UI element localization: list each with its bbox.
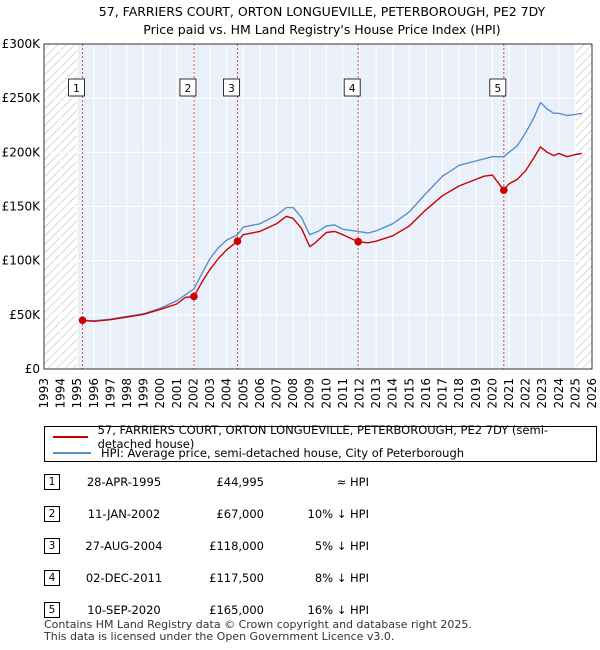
sale-hpi-comparison: 10% ↓ HPI (307, 507, 369, 521)
x-tick-label: 2025 (568, 378, 582, 409)
x-tick-label: 2009 (303, 378, 317, 409)
sale-label-number: 3 (228, 83, 235, 95)
x-tick-label: 2023 (535, 378, 549, 409)
y-tick-label: £250K (2, 91, 42, 105)
sale-date: 27-AUG-2004 (85, 539, 163, 553)
x-tick-label: 2019 (469, 378, 483, 409)
sale-hpi-comparison: 16% ↓ HPI (307, 603, 369, 617)
table-row: 5 10-SEP-2020 £165,000 16% ↓ HPI (44, 602, 384, 620)
plot-frame (43, 43, 593, 370)
x-tick-label: 2021 (502, 378, 516, 409)
x-tick-label: 2001 (170, 378, 184, 409)
x-tick-label: 2018 (452, 378, 466, 409)
sale-price: £67,000 (216, 507, 264, 521)
legend-item-hpi: HPI: Average price, semi-detached house,… (53, 445, 464, 461)
footer-licence: This data is licensed under the Open Gov… (44, 630, 395, 643)
x-tick-label: 2013 (369, 378, 383, 409)
table-row: 3 27-AUG-2004 £118,000 5% ↓ HPI (44, 538, 384, 556)
sale-label-box (179, 78, 197, 97)
x-tick-label: 2000 (153, 378, 167, 409)
sale-point (190, 292, 198, 301)
sale-price: £117,500 (209, 571, 264, 585)
x-tick-label: 1995 (70, 378, 84, 409)
x-tick-label: 2003 (203, 378, 217, 409)
sale-number: 2 (44, 506, 60, 522)
sale-label-number: 4 (349, 83, 356, 95)
sale-label-box (489, 78, 507, 97)
sale-point (78, 316, 87, 325)
footer: Contains HM Land Registry data © Crown c… (44, 619, 472, 643)
table-row: 4 02-DEC-2011 £117,500 8% ↓ HPI (44, 570, 384, 588)
legend-swatch-property (53, 436, 88, 438)
x-tick-label: 1997 (103, 378, 117, 409)
x-tick-label: 2005 (236, 378, 250, 409)
sale-date: 02-DEC-2011 (85, 571, 163, 585)
x-tick-label: 2006 (253, 378, 267, 409)
x-tick-label: 2026 (585, 378, 599, 409)
x-tick-label: 1998 (120, 378, 134, 409)
sale-label-box (343, 78, 361, 97)
sale-point (354, 237, 362, 246)
x-tick-label: 2016 (419, 378, 433, 409)
legend-label-hpi: HPI: Average price, semi-detached house,… (101, 446, 465, 460)
sale-number: 5 (44, 602, 60, 618)
sale-label-box (68, 78, 85, 97)
x-tick-label: 2012 (353, 378, 367, 409)
x-tick-label: 2020 (485, 378, 499, 409)
x-tick-label: 2010 (319, 378, 333, 409)
sale-hpi-comparison: 8% ↓ HPI (314, 571, 369, 585)
x-tick-label: 2014 (386, 378, 400, 409)
sale-date: 11-JAN-2002 (87, 507, 161, 521)
x-tick-label: 1993 (37, 378, 51, 409)
sale-point (233, 237, 242, 245)
y-tick-label: £50K (9, 308, 41, 322)
legend-item-property: 57, FARRIERS COURT, ORTON LONGUEVILLE, P… (53, 423, 596, 451)
x-tick-label: 2004 (220, 378, 234, 409)
chart-subtitle: Price paid vs. HM Land Registry's House … (143, 22, 500, 37)
footer-copyright: Contains HM Land Registry data © Crown c… (44, 618, 472, 631)
table-row: 1 28-APR-1995 £44,995 ≈ HPI (44, 474, 384, 492)
y-tick-label: £300K (2, 37, 42, 51)
x-tick-label: 1994 (54, 378, 68, 409)
sale-price: £165,000 (209, 603, 264, 617)
sale-date: 28-APR-1995 (86, 475, 162, 489)
legend: 57, FARRIERS COURT, ORTON LONGUEVILLE, P… (44, 423, 597, 462)
sale-label-number: 5 (494, 83, 501, 95)
sale-label-box (223, 78, 240, 97)
x-tick-label: 2011 (336, 378, 350, 409)
series-line-hpi (82, 101, 583, 322)
x-tick-label: 2024 (552, 378, 566, 409)
x-tick-label: 2017 (436, 378, 450, 409)
sale-number: 1 (44, 474, 60, 490)
sale-point (500, 186, 508, 195)
sale-number: 3 (44, 538, 60, 554)
x-tick-label: 1996 (87, 378, 101, 409)
sale-date: 10-SEP-2020 (87, 603, 161, 617)
x-tick-label: 2007 (269, 378, 283, 409)
x-tick-label: 2015 (402, 378, 416, 409)
x-tick-label: 2022 (519, 378, 533, 409)
y-tick-label: £200K (2, 145, 42, 159)
x-tick-label: 2008 (286, 378, 300, 409)
y-tick-label: £100K (2, 254, 42, 268)
sale-hpi-comparison: ≈ HPI (336, 475, 369, 489)
price-chart: 57, FARRIERS COURT, ORTON LONGUEVILLE, P… (2, 4, 599, 409)
legend-swatch-hpi (53, 452, 91, 454)
chart-title: 57, FARRIERS COURT, ORTON LONGUEVILLE, P… (99, 4, 546, 19)
x-tick-label: 2002 (186, 378, 200, 409)
table-row: 2 11-JAN-2002 £67,000 10% ↓ HPI (44, 506, 384, 524)
x-tick-label: 1999 (137, 378, 151, 409)
sale-label-number: 2 (185, 83, 192, 95)
y-tick-label: £0 (25, 362, 40, 376)
sale-number: 4 (44, 570, 60, 586)
sale-label-number: 1 (73, 83, 80, 95)
sale-price: £44,995 (216, 475, 264, 489)
sale-price: £118,000 (209, 539, 264, 553)
y-tick-label: £150K (2, 200, 42, 214)
legend-label-property: 57, FARRIERS COURT, ORTON LONGUEVILLE, P… (97, 423, 549, 451)
sale-hpi-comparison: 5% ↓ HPI (314, 539, 369, 553)
